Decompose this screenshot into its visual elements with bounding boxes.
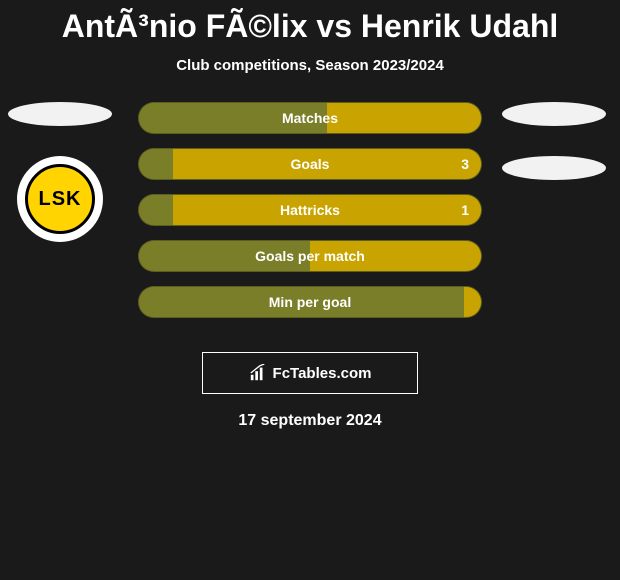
comparison-area: LSK Matches Goals3 Hattricks1 Goals per mat… [0, 102, 620, 342]
stat-bar-label: Min per goal [139, 287, 481, 317]
page-title: AntÃ³nio FÃ©lix vs Henrik Udahl [0, 0, 620, 45]
stat-bar-right-value: 1 [461, 195, 469, 225]
lsk-club-logo: LSK [17, 156, 103, 242]
stat-bar: Min per goal [138, 286, 482, 318]
stat-bar-label: Goals [139, 149, 481, 179]
subtitle: Club competitions, Season 2023/2024 [0, 57, 620, 74]
stat-bar-right-value: 3 [461, 149, 469, 179]
left-team-badges: LSK [8, 102, 118, 242]
lsk-logo-inner: LSK [25, 164, 95, 234]
stat-bar: Goals per match [138, 240, 482, 272]
stat-bar-label: Matches [139, 103, 481, 133]
right-badge-top [502, 102, 606, 126]
stat-bar-label: Goals per match [139, 241, 481, 271]
comparison-bars: Matches Goals3 Hattricks1 Goals per match Mi… [138, 102, 482, 332]
date-text: 17 september 2024 [0, 412, 620, 430]
stat-bar: Matches [138, 102, 482, 134]
lsk-logo-text: LSK [39, 188, 82, 211]
stat-bar-label: Hattricks [139, 195, 481, 225]
stat-bar: Goals3 [138, 148, 482, 180]
attribution-text: FcTables.com [273, 365, 372, 382]
left-badge-top [8, 102, 112, 126]
chart-icon [249, 364, 267, 382]
stat-bar: Hattricks1 [138, 194, 482, 226]
right-badge-bottom [502, 156, 606, 180]
attribution-box: FcTables.com [202, 352, 418, 394]
right-team-badges [502, 102, 612, 210]
